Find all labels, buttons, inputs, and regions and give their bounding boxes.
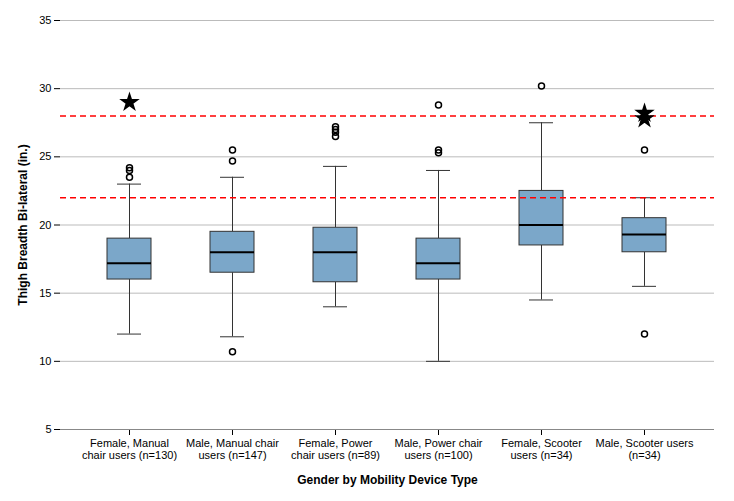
svg-text:20: 20 (39, 219, 51, 231)
svg-text:Male, Manual chairusers (n=147: Male, Manual chairusers (n=147) (186, 437, 279, 461)
svg-text:10: 10 (39, 355, 51, 367)
svg-text:Male, Scooter users(n=34): Male, Scooter users(n=34) (596, 437, 694, 461)
svg-text:35: 35 (39, 14, 51, 26)
svg-text:5: 5 (45, 423, 51, 435)
svg-text:Female, Powerchair users (n=89: Female, Powerchair users (n=89) (291, 437, 380, 461)
svg-text:Female, Manualchair users (n=1: Female, Manualchair users (n=130) (82, 437, 177, 461)
svg-text:Gender by Mobility Device Type: Gender by Mobility Device Type (297, 473, 478, 487)
svg-text:Female, Scooterusers (n=34): Female, Scooterusers (n=34) (501, 437, 582, 461)
svg-text:Thigh Breadth Bi-lateral (in.): Thigh Breadth Bi-lateral (in.) (16, 144, 30, 305)
svg-text:15: 15 (39, 287, 51, 299)
svg-text:25: 25 (39, 150, 51, 162)
svg-text:Male, Power chairusers (n=100): Male, Power chairusers (n=100) (394, 437, 482, 461)
svg-text:30: 30 (39, 82, 51, 94)
